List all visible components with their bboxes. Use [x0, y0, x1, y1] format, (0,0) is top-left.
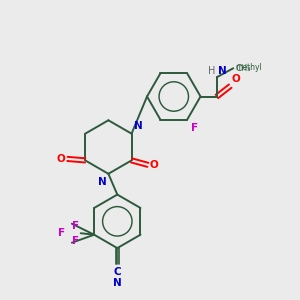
Text: CH₃: CH₃	[235, 64, 251, 73]
Text: N: N	[218, 66, 226, 76]
Text: H: H	[208, 66, 215, 76]
Text: O: O	[232, 74, 241, 84]
Text: F: F	[58, 228, 65, 238]
Text: N: N	[113, 278, 122, 288]
Text: F: F	[191, 123, 198, 133]
Text: F: F	[72, 221, 79, 231]
Text: F: F	[72, 236, 79, 246]
Text: N: N	[98, 177, 107, 187]
Text: methyl: methyl	[235, 63, 262, 72]
Text: O: O	[57, 154, 65, 164]
Text: C: C	[113, 267, 121, 277]
Text: N: N	[134, 121, 143, 131]
Text: O: O	[150, 160, 159, 170]
